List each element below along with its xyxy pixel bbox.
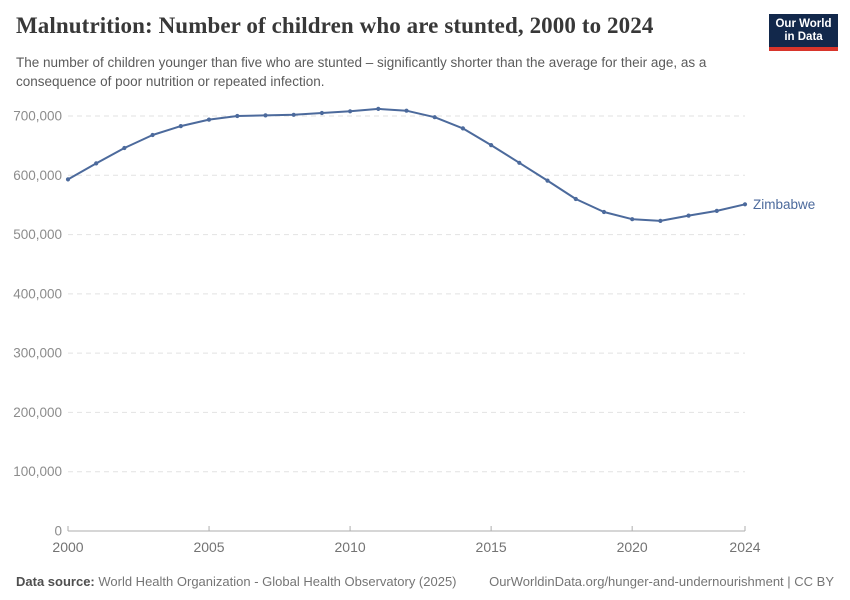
x-axis-label: 2000	[52, 539, 83, 555]
y-axis-label: 600,000	[13, 168, 62, 183]
x-axis-label: 2020	[617, 539, 648, 555]
series-end-label-zimbabwe[interactable]: Zimbabwe	[753, 197, 815, 212]
data-point[interactable]	[206, 117, 212, 122]
chart-subtitle: The number of children younger than five…	[16, 55, 707, 89]
x-axis-label: 2024	[729, 539, 760, 555]
zimbabwe-line-series[interactable]	[67, 107, 746, 222]
data-point[interactable]	[517, 160, 522, 165]
data-point[interactable]	[630, 217, 635, 222]
owid-logo-line2: in Data	[784, 31, 823, 43]
footer-link[interactable]: OurWorldinData.org/hunger-and-undernouri…	[489, 574, 834, 589]
chart-footer: Data source: World Health Organization -…	[0, 574, 850, 589]
owid-logo-line1: Our World	[775, 18, 832, 30]
x-axis-label: 2010	[335, 539, 366, 555]
data-point[interactable]	[489, 143, 494, 148]
data-point[interactable]	[122, 145, 127, 151]
data-source-label: Data source:	[16, 574, 95, 589]
page-title: Malnutrition: Number of children who are…	[16, 13, 654, 38]
x-axis-label: 2015	[476, 539, 507, 555]
data-source-text: World Health Organization - Global Healt…	[94, 574, 457, 589]
data-point[interactable]	[376, 106, 381, 111]
y-axis-label: 0	[54, 524, 62, 539]
data-point[interactable]	[94, 161, 99, 166]
data-point[interactable]	[742, 202, 748, 207]
data-point[interactable]	[573, 196, 578, 202]
data-point[interactable]	[319, 110, 324, 116]
owid-logo[interactable]: Our World in Data	[769, 14, 838, 51]
data-point[interactable]	[658, 218, 663, 223]
data-point[interactable]	[460, 126, 465, 131]
y-axis-label: 400,000	[13, 286, 62, 301]
data-point[interactable]	[291, 112, 296, 117]
data-point[interactable]	[545, 178, 550, 183]
data-point[interactable]	[432, 115, 437, 120]
data-point[interactable]	[263, 113, 268, 118]
data-point[interactable]	[150, 132, 155, 138]
y-axis-label: 700,000	[13, 109, 62, 124]
data-point[interactable]	[178, 124, 183, 129]
data-point[interactable]	[235, 113, 240, 119]
data-point[interactable]	[714, 208, 719, 213]
data-source: Data source: World Health Organization -…	[16, 574, 457, 589]
data-point[interactable]	[686, 213, 691, 218]
x-axis-label: 2005	[193, 539, 224, 555]
data-point[interactable]	[404, 108, 409, 113]
y-axis-label: 500,000	[13, 227, 62, 242]
data-point[interactable]	[348, 109, 353, 114]
y-axis-label: 300,000	[13, 346, 62, 361]
data-point[interactable]	[601, 209, 607, 215]
y-axis-label: 100,000	[13, 464, 62, 479]
data-point[interactable]	[65, 177, 71, 182]
y-axis-label: 200,000	[13, 405, 62, 420]
